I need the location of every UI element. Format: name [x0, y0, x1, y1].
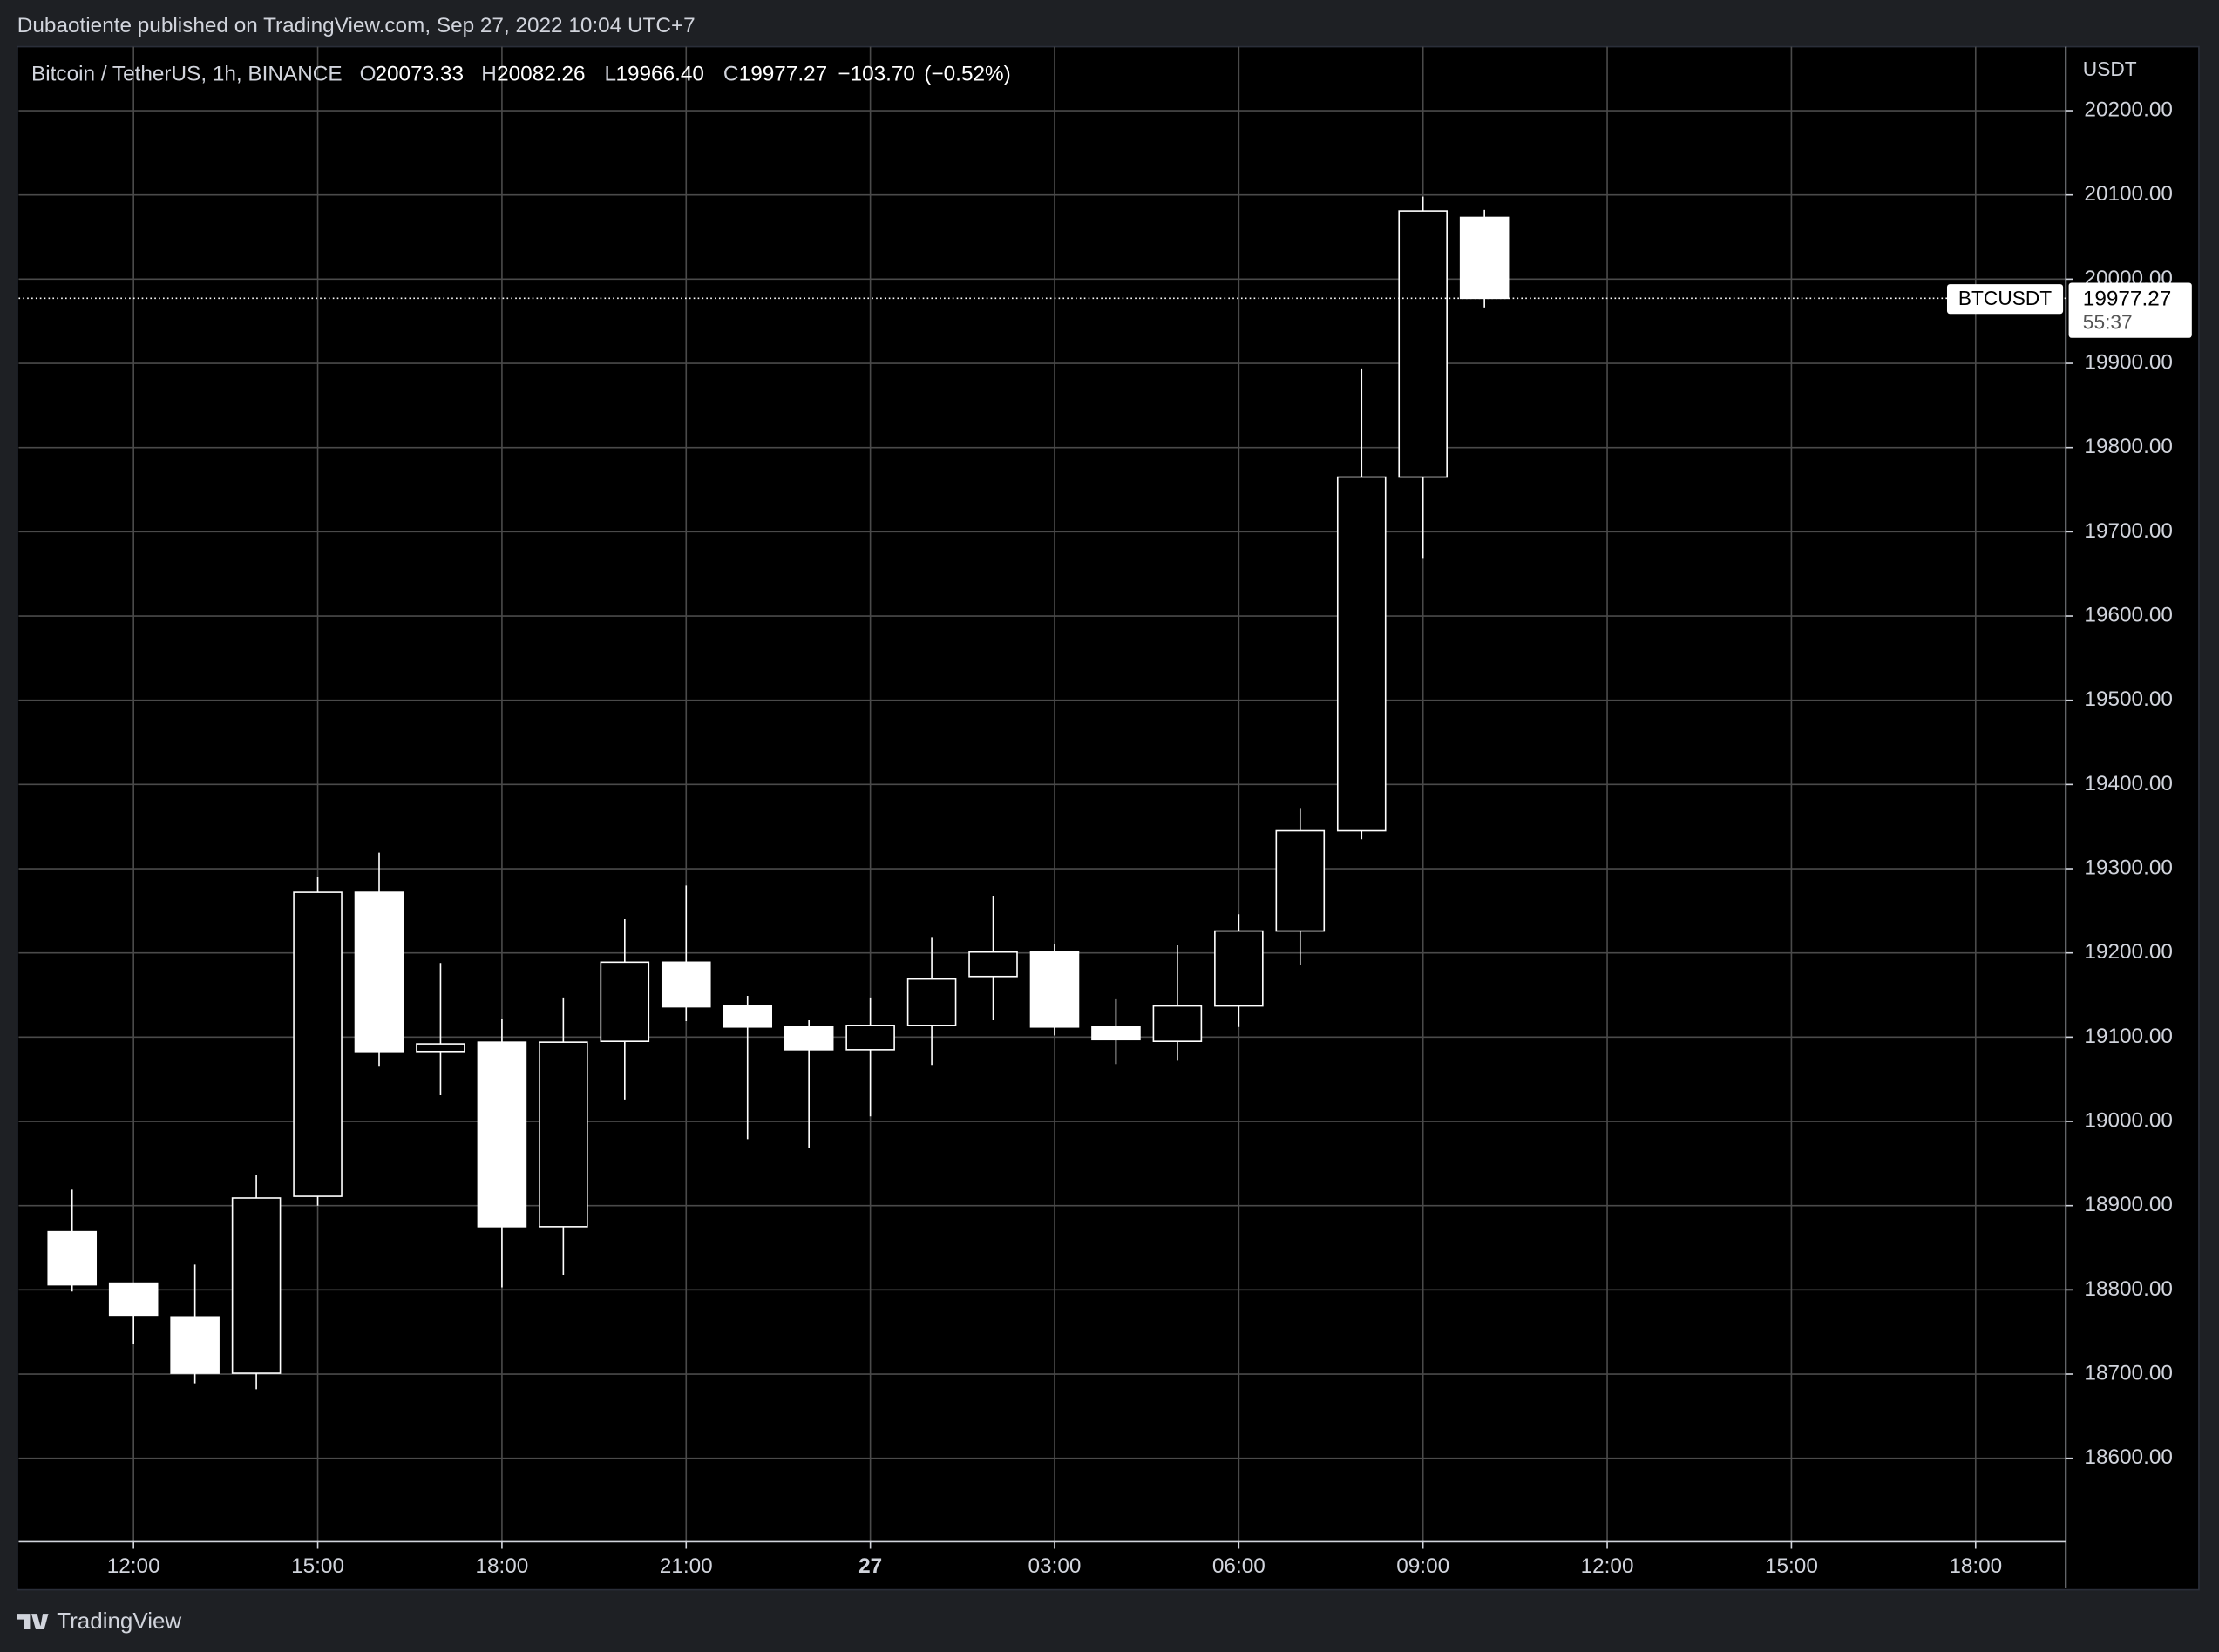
currency-label: USDT	[2083, 58, 2137, 80]
legend-item-value: 19966.40	[615, 62, 703, 85]
candle-body	[1459, 216, 1510, 300]
y-tick-label: 19900.00	[2084, 350, 2172, 374]
candles	[18, 196, 2066, 1390]
x-tick-label: 15:00	[291, 1554, 344, 1578]
candle-body	[600, 961, 650, 1043]
candle-body	[968, 951, 1018, 978]
y-tick-label: 18900.00	[2084, 1193, 2172, 1216]
y-tick-label: 19800.00	[2084, 435, 2172, 458]
candle-body	[723, 1005, 773, 1028]
legend-item-value: 19977.27	[739, 62, 827, 85]
y-tick-label: 19600.00	[2084, 603, 2172, 626]
labels: 18600.00 18700.00 18800.00 18900.00 19000.00…	[31, 62, 2192, 1578]
legend-symbol: Bitcoin / TetherUS, 1h, BINANCE	[31, 62, 343, 85]
legend-item-value: 20082.26	[497, 62, 585, 85]
legend-change-pct: (−0.52%)	[924, 62, 1010, 85]
price-tag-countdown: 55:37	[2083, 311, 2133, 334]
x-tick-label: 21:00	[660, 1554, 713, 1578]
legend-item-value: 20073.33	[376, 62, 464, 85]
symbol-tag	[1946, 284, 2064, 315]
y-tick-label: 19100.00	[2084, 1025, 2172, 1048]
legend-change: −103.70	[838, 62, 915, 85]
legend-item-name: C	[723, 62, 739, 85]
x-tick-label: 12:00	[107, 1554, 160, 1578]
publish-info: Dubaotiente published on TradingView.com…	[17, 14, 696, 37]
y-tick-label: 19500.00	[2084, 687, 2172, 711]
y-tick-label: 18700.00	[2084, 1361, 2172, 1385]
candle-body	[661, 961, 711, 1008]
candle-body	[477, 1041, 527, 1228]
y-tick-label: 19400.00	[2084, 772, 2172, 796]
x-tick-label: 15:00	[1765, 1554, 1818, 1578]
candle-body	[354, 891, 404, 1053]
candle-body	[293, 891, 343, 1197]
candle-body	[231, 1197, 282, 1374]
candle-body	[845, 1025, 895, 1051]
x-tick-label: 27	[858, 1554, 882, 1578]
candle-body	[784, 1026, 834, 1051]
y-tick-label: 19000.00	[2084, 1108, 2172, 1132]
candle-body	[1091, 1026, 1141, 1041]
brand-logo: TradingView	[17, 1608, 181, 1634]
price-tag-value: 19977.27	[2083, 287, 2171, 310]
candle-body	[416, 1043, 465, 1053]
candle-body	[108, 1282, 159, 1317]
candle-body	[906, 978, 957, 1026]
y-tick-label: 20200.00	[2084, 98, 2172, 121]
y-tick-label: 18600.00	[2084, 1446, 2172, 1469]
candle-body	[1214, 930, 1264, 1007]
candle-body	[1336, 476, 1387, 832]
candle-body	[47, 1230, 98, 1286]
candle-body	[170, 1316, 220, 1374]
x-tick-label: 12:00	[1581, 1554, 1634, 1578]
candle-body	[1152, 1005, 1203, 1043]
y-tick-label: 18800.00	[2084, 1277, 2172, 1301]
candle-body	[1029, 951, 1080, 1028]
y-tick-label: 19300.00	[2084, 856, 2172, 879]
y-tick-label: 19700.00	[2084, 519, 2172, 543]
logo-icon	[17, 1614, 49, 1630]
candle-body	[539, 1041, 588, 1228]
legend-item-name: O	[360, 62, 377, 85]
symbol-tag-text: BTCUSDT	[1958, 287, 2052, 309]
legend-item-name: H	[481, 62, 497, 85]
x-tick-label: 03:00	[1028, 1554, 1082, 1578]
legend-item-name: L	[604, 62, 616, 85]
candle-body	[1275, 829, 1326, 932]
chart-panel	[17, 45, 2200, 1591]
price-tag	[2068, 282, 2192, 338]
x-tick-label: 06:00	[1212, 1554, 1266, 1578]
y-tick-label: 19200.00	[2084, 940, 2172, 964]
x-tick-label: 18:00	[475, 1554, 528, 1578]
x-tick-label: 09:00	[1396, 1554, 1449, 1578]
candle-body	[1398, 210, 1448, 478]
y-tick-label: 20100.00	[2084, 182, 2172, 206]
brand-name: TradingView	[57, 1608, 181, 1634]
x-tick-label: 18:00	[1949, 1554, 2002, 1578]
